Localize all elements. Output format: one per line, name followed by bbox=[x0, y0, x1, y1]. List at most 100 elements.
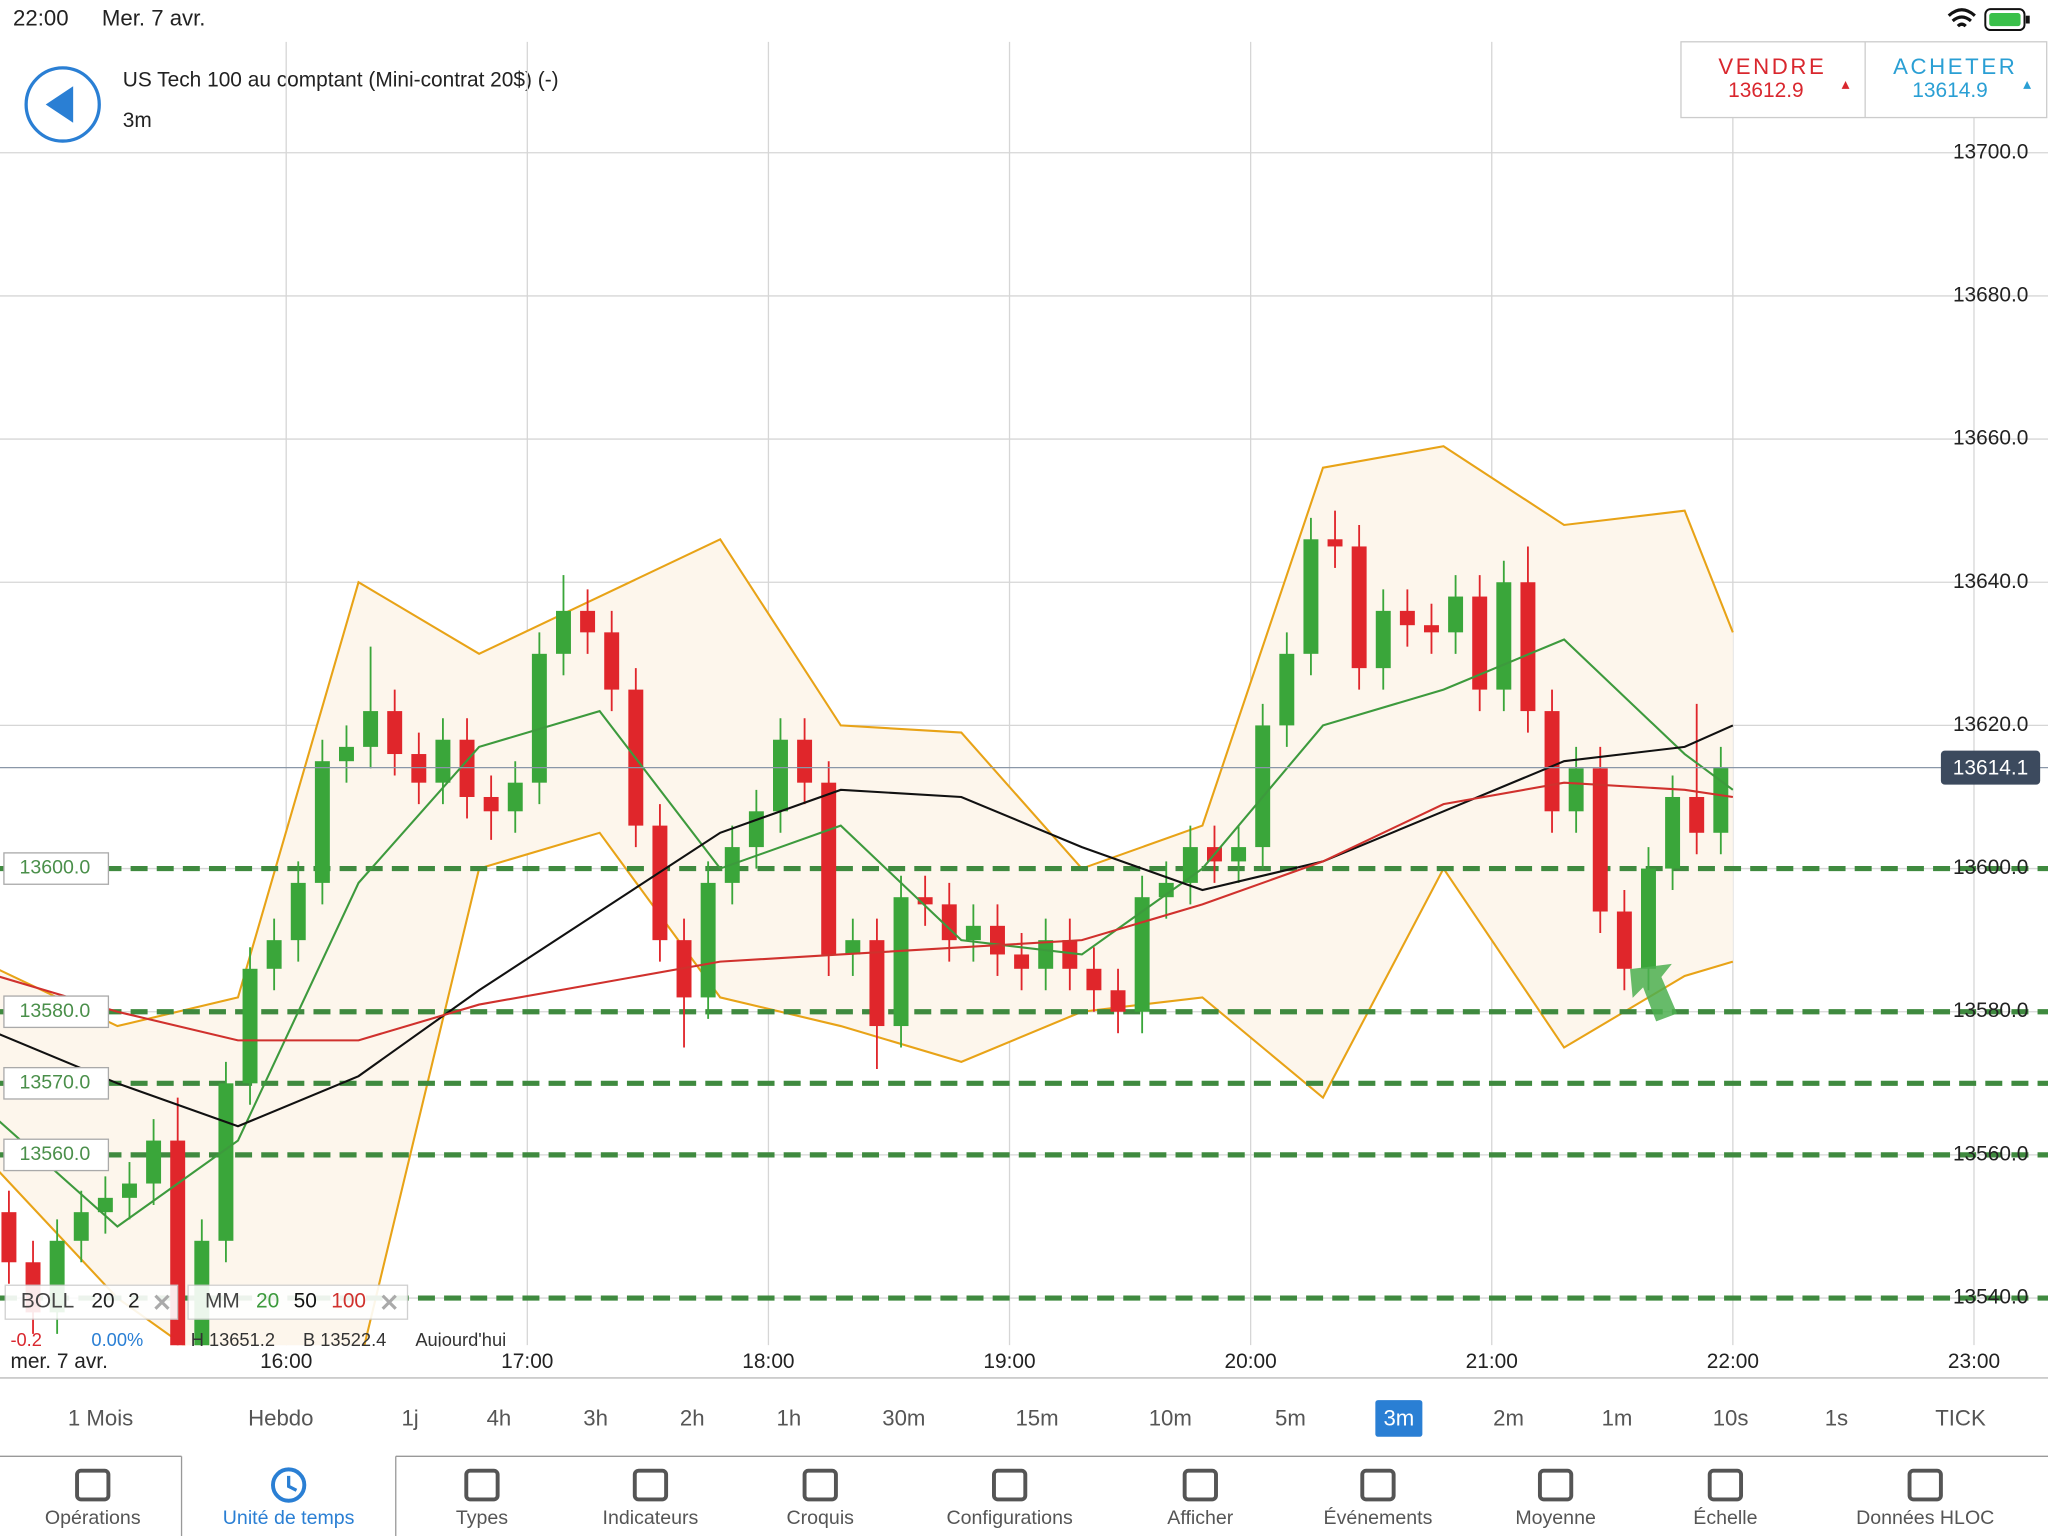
candle-body bbox=[73, 1212, 89, 1241]
header-timeframe: 3m bbox=[123, 109, 152, 132]
timeframe-option[interactable]: 10s bbox=[1713, 1406, 1749, 1431]
x-tick-label: 18:00 bbox=[742, 1350, 794, 1373]
timeframe-label[interactable]: TICK bbox=[1935, 1406, 1986, 1431]
x-tick-label: 20:00 bbox=[1225, 1350, 1277, 1373]
buy-price[interactable]: 13614.9 bbox=[1912, 79, 1987, 102]
timeframe-option[interactable]: 1j bbox=[401, 1406, 418, 1431]
timeframe-option[interactable]: 5m bbox=[1275, 1406, 1306, 1431]
toolbar-button[interactable]: Données HLOC bbox=[1856, 1468, 1994, 1529]
candle-body bbox=[1351, 546, 1367, 669]
candle-body bbox=[531, 653, 547, 783]
y-tick-label: 13600.0 bbox=[1953, 856, 2028, 879]
timeframe-label[interactable]: 4h bbox=[487, 1406, 512, 1431]
toolbar-icon bbox=[1537, 1468, 1574, 1502]
sell-button[interactable]: VENDRE 13612.9 bbox=[1718, 54, 1826, 102]
timeframe-label[interactable]: 1m bbox=[1602, 1406, 1633, 1431]
timeframe-option[interactable]: 15m bbox=[1015, 1406, 1058, 1431]
sell-label[interactable]: VENDRE bbox=[1718, 54, 1826, 79]
timeframe-option[interactable]: 2m bbox=[1493, 1406, 1524, 1431]
info-text: H 13651.2 bbox=[191, 1329, 275, 1350]
toolbar-label[interactable]: Données HLOC bbox=[1856, 1507, 1994, 1529]
legend-param: 2 bbox=[128, 1290, 140, 1313]
buy-label[interactable]: ACHETER bbox=[1893, 54, 2017, 79]
timeframe-option[interactable]: 4h bbox=[487, 1406, 512, 1431]
toolbar-label[interactable]: Types bbox=[456, 1507, 508, 1529]
timeframe-option[interactable]: 3h bbox=[583, 1406, 608, 1431]
timeframe-label[interactable]: 1 Mois bbox=[68, 1406, 133, 1431]
toolbar-icon bbox=[1182, 1468, 1218, 1502]
legend-box bbox=[187, 1284, 409, 1320]
toolbar-button[interactable]: Opérations bbox=[45, 1468, 141, 1529]
level-label-box bbox=[3, 1138, 110, 1172]
timeframe-label[interactable]: 15m bbox=[1015, 1406, 1058, 1431]
candle-body bbox=[1375, 610, 1391, 669]
toolbar-button[interactable]: Croquis bbox=[787, 1468, 855, 1529]
toolbar-button[interactable]: Indicateurs bbox=[603, 1468, 699, 1529]
toolbar-label[interactable]: Croquis bbox=[787, 1507, 855, 1529]
toolbar-label[interactable]: Configurations bbox=[947, 1507, 1073, 1529]
legend-remove[interactable] bbox=[381, 1294, 397, 1310]
toolbar-button[interactable]: Configurations bbox=[947, 1468, 1073, 1529]
timeframe-option[interactable]: 30m bbox=[882, 1406, 925, 1431]
toolbar-button[interactable]: Échelle bbox=[1693, 1468, 1758, 1529]
y-tick-label: 13680.0 bbox=[1953, 283, 2028, 306]
candle-body bbox=[1399, 610, 1415, 626]
y-tick-label: 13580.0 bbox=[1953, 999, 2028, 1022]
toolbar-button[interactable]: Types bbox=[456, 1468, 508, 1529]
timeframe-label[interactable]: 3h bbox=[583, 1406, 608, 1431]
timeframe-label[interactable]: 1j bbox=[401, 1406, 418, 1431]
timeframe-option[interactable]: 3m bbox=[1375, 1400, 1423, 1437]
timeframe-label[interactable]: 2m bbox=[1493, 1406, 1524, 1431]
toolbar-label[interactable]: Indicateurs bbox=[603, 1507, 699, 1529]
timeframe-label[interactable]: 30m bbox=[882, 1406, 925, 1431]
moving-average bbox=[0, 781, 1734, 1042]
status-icons bbox=[1947, 8, 2030, 32]
legend-remove[interactable] bbox=[154, 1294, 170, 1310]
timeframe-option[interactable]: 1h bbox=[777, 1406, 802, 1431]
timeframe-label[interactable]: 1h bbox=[777, 1406, 802, 1431]
timeframe-label[interactable]: 10s bbox=[1713, 1406, 1749, 1431]
toolbar-label[interactable]: Afficher bbox=[1167, 1507, 1233, 1529]
timeframe-label[interactable]: Hebdo bbox=[248, 1406, 313, 1431]
timeframe-label[interactable]: 5m bbox=[1275, 1406, 1306, 1431]
timeframe-label[interactable]: 3m bbox=[1383, 1406, 1414, 1431]
legend-param: 50 bbox=[294, 1290, 317, 1313]
candle-body bbox=[990, 925, 1005, 955]
date-label: mer. 7 avr. bbox=[10, 1350, 107, 1373]
timeframe-option[interactable]: 1 Mois bbox=[68, 1406, 133, 1431]
legend-label: MM bbox=[205, 1290, 240, 1313]
last-price-box bbox=[1940, 750, 2041, 785]
toolbar-label[interactable]: Opérations bbox=[45, 1507, 141, 1529]
timeframe-label[interactable]: 1s bbox=[1825, 1406, 1848, 1431]
candle-body bbox=[483, 796, 499, 812]
timeframe-label[interactable]: 10m bbox=[1149, 1406, 1192, 1431]
candle-body bbox=[748, 811, 764, 848]
timeframe-option[interactable]: TICK bbox=[1935, 1406, 1986, 1431]
buy-button[interactable]: ACHETER 13614.9 bbox=[1893, 54, 2017, 102]
toolbar-button[interactable]: Unité de temps bbox=[223, 1467, 355, 1529]
timeframe-option[interactable]: 2h bbox=[680, 1406, 705, 1431]
toolbar-button[interactable]: Afficher bbox=[1167, 1468, 1234, 1529]
moving-average bbox=[0, 638, 1734, 1228]
toolbar-label[interactable]: Échelle bbox=[1693, 1506, 1757, 1529]
timeframe-option[interactable]: 1s bbox=[1825, 1406, 1848, 1431]
toolbar-label[interactable]: Unité de temps bbox=[223, 1507, 355, 1529]
sell-price[interactable]: 13612.9 bbox=[1728, 79, 1803, 102]
candle-body bbox=[580, 610, 596, 633]
back-button[interactable] bbox=[24, 66, 101, 143]
info-text: B 13522.4 bbox=[303, 1329, 386, 1350]
timeframe-label[interactable]: 2h bbox=[680, 1406, 705, 1431]
timeframe-option[interactable]: 10m bbox=[1149, 1406, 1192, 1431]
candle-body bbox=[1062, 940, 1078, 969]
toolbar-button[interactable]: Événements bbox=[1324, 1468, 1433, 1529]
candle-body bbox=[821, 782, 837, 955]
toolbar-button[interactable]: Moyenne bbox=[1515, 1468, 1596, 1529]
timeframe-option[interactable]: Hebdo bbox=[248, 1406, 313, 1431]
timeframe-option[interactable]: 1m bbox=[1602, 1406, 1633, 1431]
toolbar-label[interactable]: Moyenne bbox=[1515, 1507, 1596, 1529]
candle-body bbox=[1279, 653, 1295, 726]
candle-body bbox=[266, 940, 282, 969]
toolbar-label[interactable]: Événements bbox=[1324, 1506, 1433, 1529]
candle-body bbox=[700, 882, 716, 998]
